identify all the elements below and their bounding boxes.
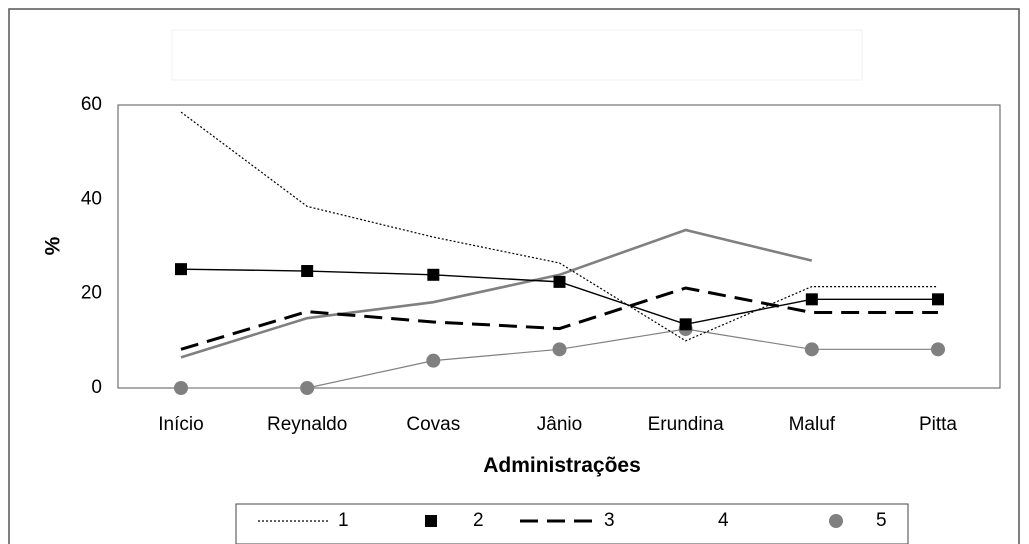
legend-label-4: 4 — [718, 510, 729, 531]
legend-box — [235, 503, 909, 544]
series-2-point — [679, 318, 692, 331]
series-5-point — [552, 342, 567, 357]
legend-item-2: 2 — [425, 510, 484, 531]
legend-marker-5 — [829, 514, 843, 528]
series-layer — [174, 111, 945, 395]
y-tick-label: 20 — [81, 283, 102, 304]
series-5-point — [931, 342, 945, 357]
series-2-point — [427, 268, 440, 281]
legend-label-3: 3 — [604, 510, 615, 531]
series-2 — [175, 263, 944, 331]
legend-item-5: 5 — [829, 510, 887, 531]
x-tick-label: Covas — [406, 414, 460, 435]
series-1-line — [180, 111, 938, 342]
legend-label-2: 2 — [473, 510, 484, 531]
title-area — [171, 29, 863, 81]
y-axis-title: % — [42, 236, 65, 255]
x-tick-label: Erundina — [648, 414, 724, 435]
series-5-point — [174, 381, 188, 395]
series-4-line — [180, 228, 813, 359]
series-5-point — [300, 381, 315, 395]
x-axis-title: Administrações — [483, 454, 641, 477]
legend-label-5: 5 — [876, 510, 887, 531]
y-tick-label: 40 — [81, 188, 102, 209]
series-3-line — [180, 286, 938, 351]
y-tick-label: 60 — [81, 94, 102, 115]
series-4 — [180, 228, 813, 359]
series-5-point — [804, 342, 819, 357]
x-tick-label: Início — [158, 414, 203, 435]
y-axis-ticks: 0 20 40 60 — [81, 94, 102, 398]
series-2-point — [553, 275, 566, 288]
y-tick-label: 0 — [91, 377, 102, 398]
plot-area — [117, 104, 1001, 389]
series-5-point — [426, 353, 441, 368]
series-2-point — [301, 265, 314, 278]
series-2-point — [175, 263, 187, 276]
series-2-point — [805, 293, 818, 306]
x-tick-label: Pitta — [919, 414, 957, 435]
x-tick-label: Maluf — [789, 414, 836, 435]
legend-item-4: 4 — [718, 510, 729, 531]
x-axis-ticks: Início Reynaldo Covas Jânio Erundina Maluf Pit… — [158, 414, 957, 435]
legend: 1 2 3 4 5 — [235, 503, 909, 544]
series-3 — [180, 286, 938, 351]
legend-label-1: 1 — [338, 510, 349, 531]
legend-item-3: 3 — [520, 510, 615, 531]
x-tick-label: Jânio — [537, 414, 582, 435]
legend-item-1: 1 — [258, 510, 349, 531]
series-2-point — [932, 293, 944, 306]
x-tick-label: Reynaldo — [267, 414, 347, 435]
legend-marker-2 — [425, 515, 437, 527]
series-1 — [180, 111, 938, 342]
